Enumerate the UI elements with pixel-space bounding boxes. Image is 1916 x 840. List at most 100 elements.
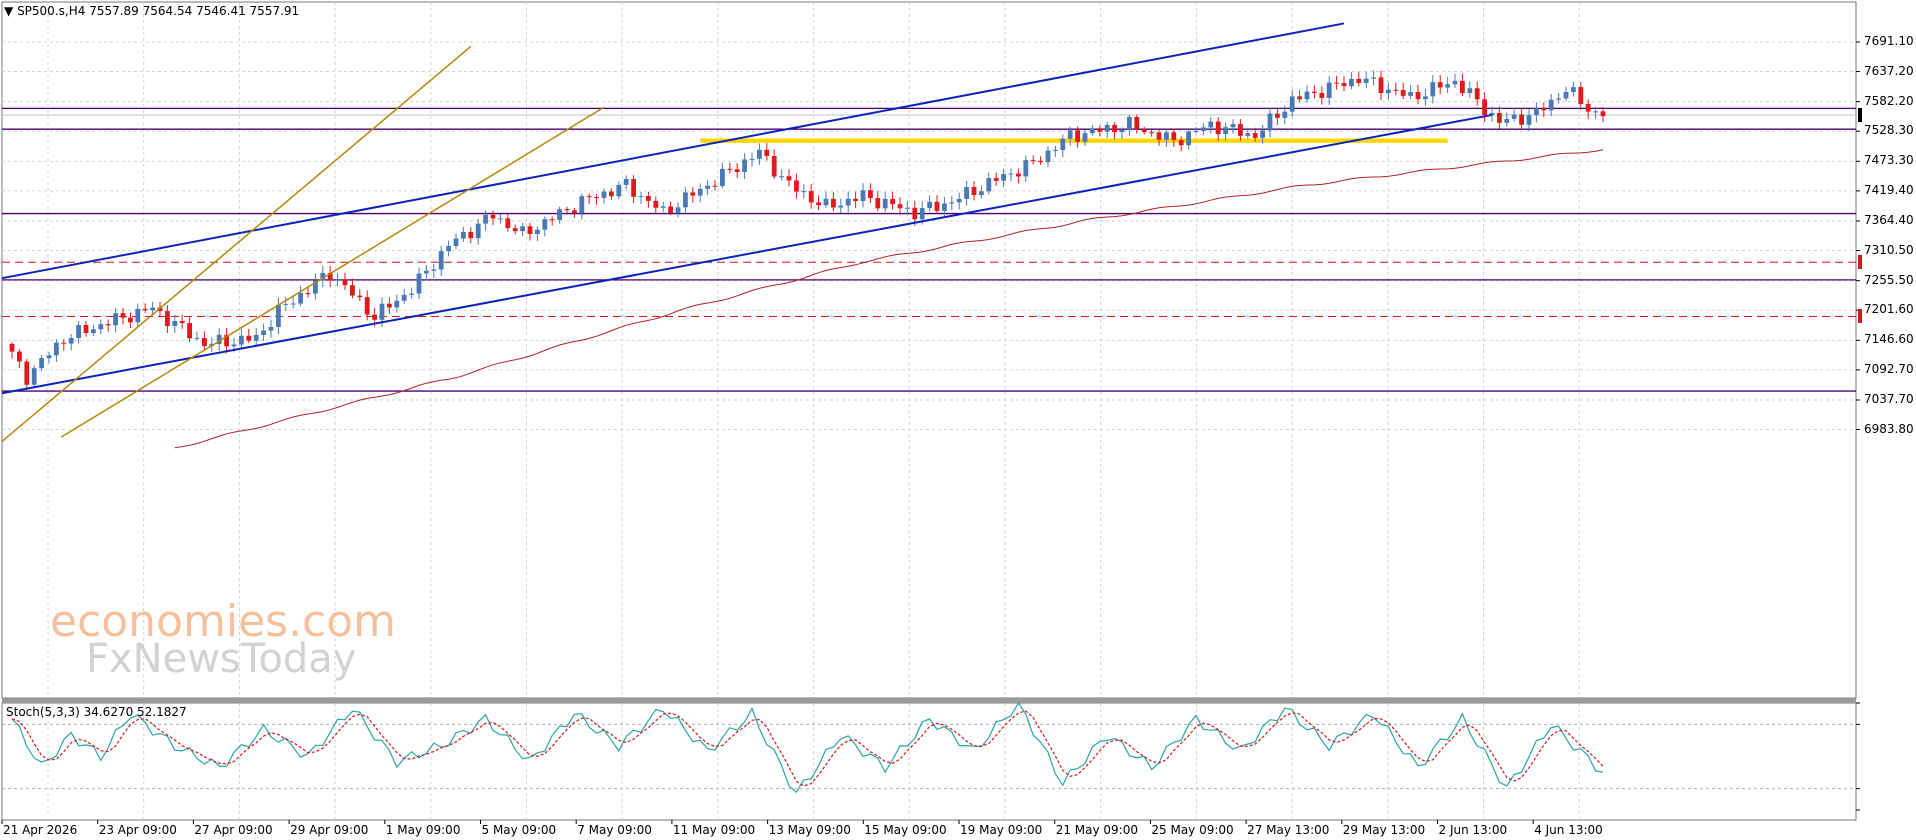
candle	[446, 240, 451, 257]
candle-body	[1193, 130, 1199, 132]
candle-body	[1260, 130, 1265, 138]
candle-body	[512, 228, 518, 232]
stochastic-signal-value: 52.1827	[137, 705, 187, 719]
candle-body	[690, 192, 696, 196]
candle	[912, 200, 918, 226]
candle-body	[1186, 131, 1191, 146]
candle-body	[231, 344, 237, 347]
candle-body	[39, 358, 44, 369]
stochastic-pane-frame	[1, 702, 1857, 821]
candle-body	[335, 279, 340, 281]
candle	[882, 191, 888, 212]
candle-body	[912, 207, 918, 220]
candle	[327, 265, 333, 288]
candle-body	[572, 210, 577, 214]
candle	[542, 216, 548, 237]
candle-body	[1082, 133, 1088, 142]
channel-upper-line[interactable]	[1, 22, 1345, 280]
candle-body	[394, 300, 400, 308]
candle	[816, 195, 821, 210]
candle	[61, 339, 67, 351]
candle-body	[165, 311, 170, 326]
candle-body	[409, 293, 414, 295]
price-axis-label: 7255.50	[1864, 272, 1914, 287]
candle-body	[535, 229, 540, 234]
main-pane-frame	[1, 1, 1857, 699]
candle-body	[1445, 84, 1450, 88]
candle-body	[520, 226, 525, 232]
candle	[424, 265, 429, 281]
time-axis-label: 4 Jun 13:00	[1534, 823, 1603, 837]
candle-body	[1578, 87, 1584, 104]
candle-body	[683, 192, 688, 208]
channel-lower-line[interactable]	[1, 113, 1493, 395]
candle	[1578, 82, 1584, 111]
candle-body	[823, 198, 829, 206]
candle-body	[1001, 174, 1006, 181]
candle	[128, 312, 133, 329]
candle	[512, 224, 518, 235]
collapse-arrow-icon[interactable]: ▼	[4, 4, 14, 18]
candle	[283, 296, 289, 311]
candle	[357, 288, 363, 301]
candle-body	[1104, 124, 1110, 132]
candle-body	[431, 269, 437, 271]
candle	[1008, 168, 1014, 182]
candle-body	[379, 303, 385, 320]
candle-body	[705, 185, 710, 189]
candle-body	[268, 326, 274, 331]
support-zone[interactable]	[700, 138, 1448, 143]
current-price-tag	[1858, 107, 1862, 122]
candle-body	[446, 245, 451, 252]
price-axis-label: 7691.10	[1864, 34, 1914, 48]
candle	[1134, 114, 1140, 134]
candle	[1571, 81, 1576, 97]
candle-body	[697, 188, 703, 196]
pane-separator[interactable]	[2, 698, 1856, 703]
candle-body	[1526, 115, 1532, 125]
candle-body	[9, 343, 15, 352]
candle-body	[157, 307, 163, 312]
candle	[1001, 168, 1006, 188]
candle	[320, 265, 326, 288]
candle	[1016, 168, 1021, 184]
candle-body	[897, 204, 903, 209]
watermark-brand: FxNewsToday	[86, 636, 357, 682]
candle-body	[1511, 114, 1517, 119]
candle	[971, 181, 977, 201]
trend-fan-line[interactable]	[1, 45, 472, 443]
candle-body	[1275, 113, 1280, 118]
candle	[416, 267, 422, 300]
trend-fan-line[interactable]	[60, 106, 605, 438]
candle	[1201, 123, 1206, 136]
candle	[853, 191, 858, 209]
candle	[942, 197, 947, 217]
candle	[1349, 72, 1354, 90]
candle	[76, 321, 81, 344]
low-value: 7546.41	[196, 4, 246, 18]
time-axis-label: 25 May 09:00	[1151, 823, 1234, 837]
candle	[757, 143, 762, 166]
candle	[1289, 90, 1295, 117]
candle-body	[1341, 83, 1347, 87]
candle	[1178, 136, 1184, 152]
candle	[1267, 107, 1273, 138]
watermark-logo: economies.com	[50, 596, 397, 647]
candle	[823, 191, 829, 208]
candle-body	[1215, 121, 1221, 135]
candle-body	[1548, 99, 1554, 111]
candle	[9, 341, 15, 359]
open-value: 7557.89	[89, 4, 139, 18]
candles	[9, 70, 1606, 391]
candle-body	[1178, 139, 1184, 146]
candle-body	[298, 293, 303, 304]
candle	[771, 149, 777, 180]
candle	[549, 216, 555, 226]
candle	[1119, 127, 1125, 140]
candle	[194, 331, 200, 341]
candle-body	[91, 329, 96, 334]
candle	[1097, 125, 1103, 137]
candle-body	[1208, 121, 1214, 128]
candle-body	[779, 176, 784, 178]
